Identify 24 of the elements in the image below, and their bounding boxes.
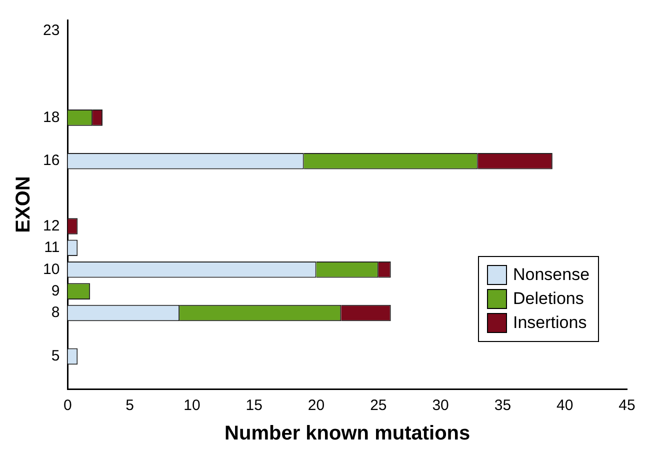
x-axis-title: Number known mutations: [224, 422, 470, 445]
y-tick-label: 5: [51, 348, 60, 365]
x-tick-label: 35: [494, 397, 512, 414]
y-tick-label: 11: [44, 239, 60, 256]
x-tick-label: 20: [308, 397, 325, 414]
y-tick-label: 8: [51, 304, 60, 322]
x-tick-label: 45: [618, 397, 636, 414]
legend-label: Nonsense: [513, 265, 590, 285]
legend-label: Insertions: [513, 313, 587, 333]
y-axis-title: EXON: [12, 176, 35, 233]
x-tick-label: 25: [370, 397, 387, 414]
x-tick-label: 30: [432, 397, 449, 414]
y-tick-label: 16: [42, 152, 60, 170]
x-tick-label: 40: [556, 397, 574, 414]
x-tick-label: 15: [246, 397, 262, 414]
x-tick-label: 10: [184, 397, 200, 414]
x-tick-label: 5: [126, 397, 134, 414]
y-tick-label: 10: [42, 260, 60, 278]
y-tick-label: 12: [42, 217, 60, 234]
y-tick-label: 9: [51, 282, 60, 300]
x-tick-label: 0: [64, 397, 72, 414]
y-tick-label: 18: [42, 108, 60, 126]
legend-label: Deletions: [513, 289, 584, 309]
y-tick-label: 23: [42, 22, 60, 39]
